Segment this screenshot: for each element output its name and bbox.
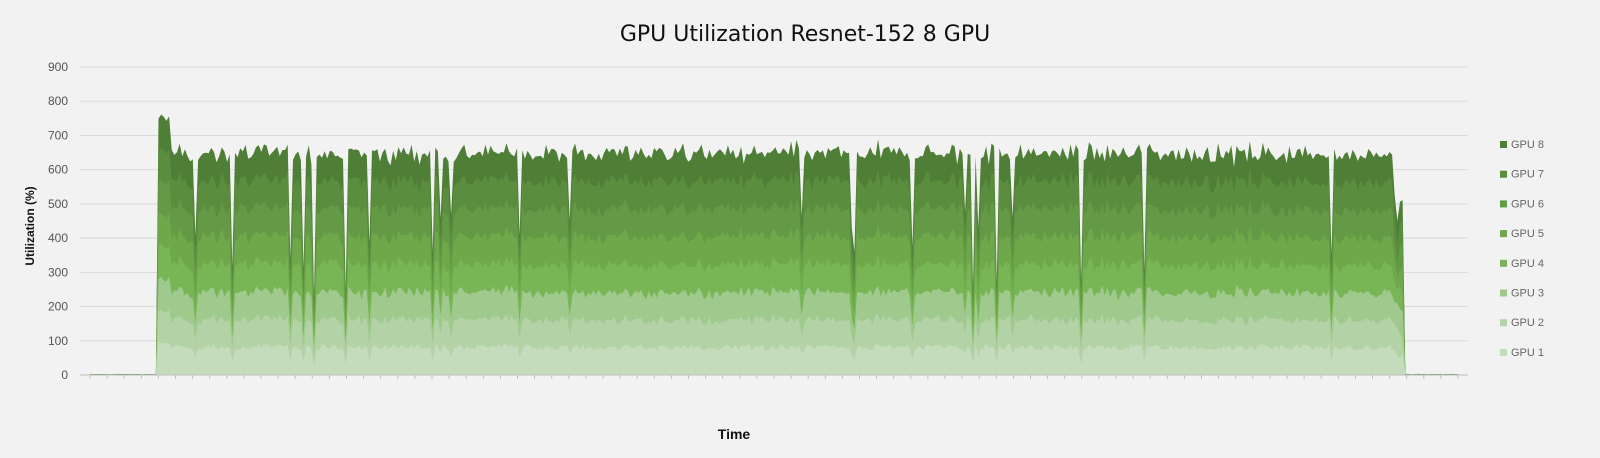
y-axis-ticks: 0 100 200 300 400 500 600 700 800 900 <box>48 60 68 382</box>
legend-swatch <box>1500 200 1507 208</box>
y-tick-label: 800 <box>48 94 68 108</box>
y-tick-label: 500 <box>48 197 68 211</box>
legend-swatch <box>1500 289 1507 297</box>
x-axis-label: Time <box>718 426 751 442</box>
legend-label: GPU 6 <box>1511 198 1544 210</box>
legend-swatch <box>1500 141 1507 148</box>
y-tick-label: 400 <box>48 231 68 245</box>
stacked-areas <box>90 114 1458 375</box>
legend-label: GPU 2 <box>1511 317 1544 329</box>
x-axis-ticks <box>89 375 1459 379</box>
legend-label: GPU 1 <box>1511 347 1544 359</box>
y-tick-label: 300 <box>48 265 68 279</box>
legend-swatch <box>1500 348 1507 356</box>
legend-label: GPU 4 <box>1511 258 1544 270</box>
legend-swatch <box>1500 259 1507 267</box>
y-axis-label: Utilization (%) <box>23 186 37 265</box>
legend-label: GPU 5 <box>1511 228 1544 240</box>
y-tick-label: 600 <box>48 163 68 177</box>
y-tick-label: 0 <box>61 368 68 382</box>
legend: GPU 8 GPU 7 GPU 6 GPU 5 GPU 4 GPU 3 GPU 2 GPU 1 <box>1500 139 1544 359</box>
chart-title: GPU Utilization Resnet-152 8 GPU <box>620 22 990 47</box>
legend-swatch <box>1500 170 1507 178</box>
legend-label: GPU 3 <box>1511 288 1544 300</box>
legend-label: GPU 8 <box>1511 139 1544 151</box>
y-tick-label: 100 <box>48 334 68 348</box>
legend-swatch <box>1500 319 1507 327</box>
area-gpu-1 <box>90 341 1458 375</box>
y-tick-label: 700 <box>48 128 68 142</box>
y-tick-label: 200 <box>48 300 68 314</box>
legend-swatch <box>1500 230 1507 238</box>
legend-label: GPU 7 <box>1511 169 1544 181</box>
y-tick-label: 900 <box>48 60 68 74</box>
